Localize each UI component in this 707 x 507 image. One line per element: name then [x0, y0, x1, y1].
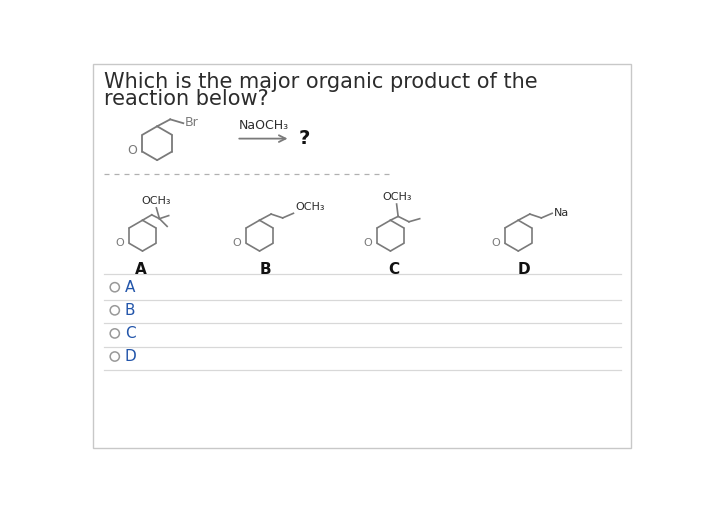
Text: C: C	[125, 326, 136, 341]
Text: B: B	[125, 303, 135, 318]
Text: O: O	[127, 144, 137, 158]
Text: OCH₃: OCH₃	[382, 192, 412, 202]
Text: A: A	[125, 280, 135, 295]
Text: D: D	[518, 262, 531, 277]
Circle shape	[110, 352, 119, 361]
Text: O: O	[491, 238, 501, 247]
Text: A: A	[135, 262, 147, 277]
Text: reaction below?: reaction below?	[104, 89, 269, 110]
Text: Which is the major organic product of the: Which is the major organic product of th…	[104, 71, 537, 92]
Text: Br: Br	[185, 116, 199, 129]
Text: O: O	[363, 238, 373, 247]
Text: OCH₃: OCH₃	[141, 196, 171, 206]
Circle shape	[110, 282, 119, 292]
FancyBboxPatch shape	[93, 64, 631, 448]
Text: O: O	[116, 238, 124, 247]
Text: NaOCH₃: NaOCH₃	[238, 119, 288, 132]
Text: OCH₃: OCH₃	[295, 202, 325, 212]
Circle shape	[110, 329, 119, 338]
Text: ?: ?	[298, 129, 310, 148]
Text: B: B	[260, 262, 271, 277]
Text: D: D	[125, 349, 136, 364]
Text: C: C	[389, 262, 400, 277]
Circle shape	[110, 306, 119, 315]
Text: O: O	[233, 238, 242, 247]
Text: Na: Na	[554, 207, 569, 218]
